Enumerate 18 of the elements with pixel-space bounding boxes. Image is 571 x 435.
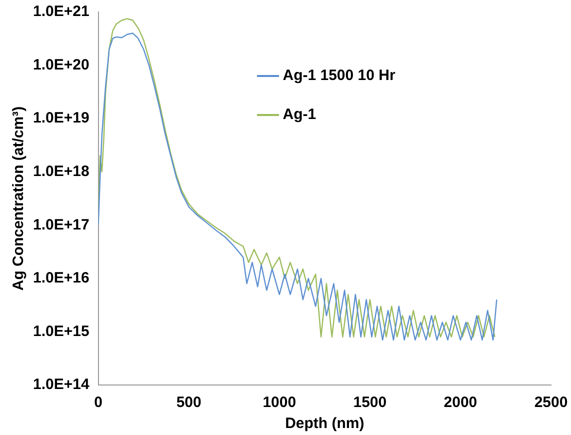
y-tick-label: 1.0E+16 [32,270,90,287]
x-axis-title: Depth (nm) [285,415,364,432]
x-tick-label: 500 [176,394,202,412]
y-axis-title: Ag Concentration (at/cm³) [10,106,28,291]
x-tick-label: 1000 [262,394,296,412]
y-tick-label: 1.0E+18 [32,163,90,180]
x-tick-label: 2500 [534,394,568,412]
y-tick-label: 1.0E+14 [32,376,90,394]
x-tick-label: 1500 [353,394,387,412]
legend-label: Ag-1 [282,106,316,123]
legend-label: Ag-1 1500 10 Hr [282,67,396,84]
x-tick-label: 2000 [444,394,478,412]
x-tick-label: 0 [94,394,102,412]
y-tick-label: 1.0E+20 [32,56,90,74]
y-tick-label: 1.0E+17 [32,216,90,234]
y-tick-label: 1.0E+21 [32,3,90,20]
y-tick-label: 1.0E+15 [32,322,90,340]
y-tick-label: 1.0E+19 [32,110,90,127]
